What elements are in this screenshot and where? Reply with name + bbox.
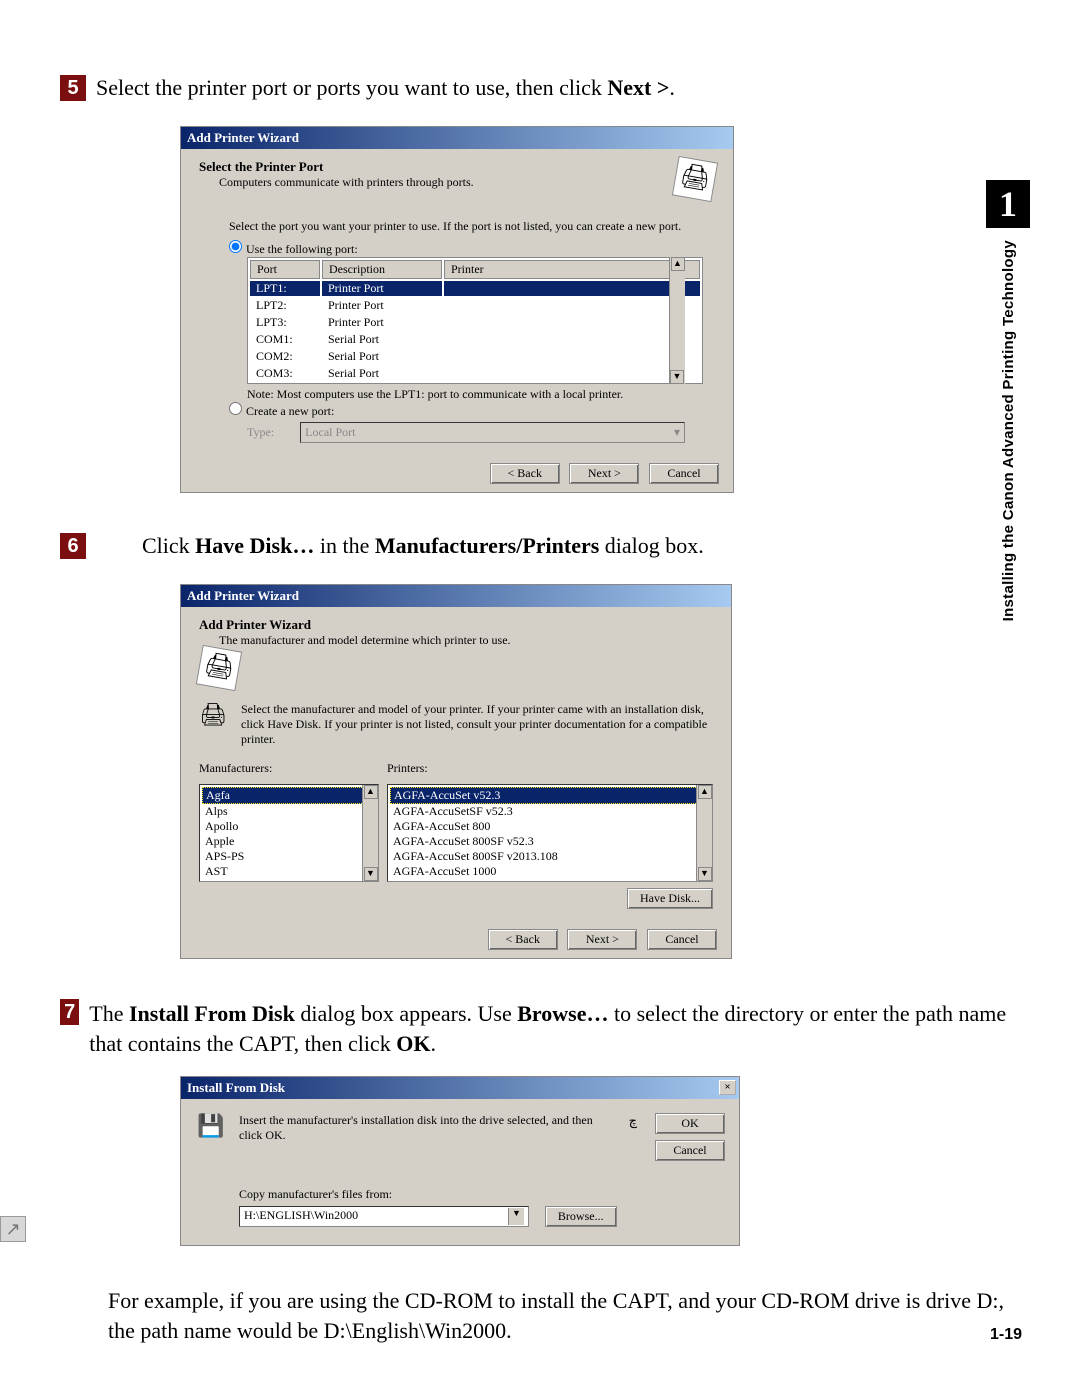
step-number-6: 6	[60, 533, 86, 559]
col-printer: Printer	[444, 260, 700, 279]
list-item[interactable]: AGFA-AccuSet 1000	[390, 864, 710, 879]
type-label: Type:	[247, 425, 274, 440]
dialog-title: Add Printer Wizard	[181, 585, 731, 607]
list-item[interactable]: Apple	[202, 834, 376, 849]
list-item[interactable]: Alps	[202, 804, 376, 819]
port-row[interactable]: COM2:Serial Port	[250, 349, 700, 364]
scroll-down-icon[interactable]: ▼	[670, 370, 684, 384]
printer-icon: 🖨	[672, 156, 718, 202]
port-type-select: Local Port▾	[300, 422, 685, 443]
printers-label: Printers:	[387, 761, 428, 776]
step5-instruction: Select the printer port or ports you wan…	[96, 75, 675, 101]
create-new-port-radio[interactable]: Create a new port:	[229, 404, 334, 418]
cancel-button[interactable]: Cancel	[649, 463, 719, 484]
scrollbar[interactable]: ▲ ▼	[669, 257, 685, 384]
chevron-down-icon[interactable]: ▼	[508, 1208, 524, 1225]
dialog-header: Select the Printer Port	[199, 159, 667, 175]
port-row[interactable]: COM3:Serial Port	[250, 366, 700, 381]
ok-button[interactable]: OK	[655, 1113, 725, 1134]
step-number-5: 5	[60, 75, 86, 101]
use-following-port-radio[interactable]: Use the following port:	[229, 242, 358, 256]
copy-from-label: Copy manufacturer's files from:	[239, 1187, 617, 1202]
col-description: Description	[322, 260, 442, 279]
port-table[interactable]: Port Description Printer LPT1:Printer Po…	[247, 257, 703, 384]
cancel-button[interactable]: Cancel	[655, 1140, 725, 1161]
next-button[interactable]: Next >	[569, 463, 639, 484]
scroll-up-icon[interactable]: ▲	[364, 785, 378, 799]
scrollbar[interactable]: ▲▼	[362, 785, 378, 881]
browse-button[interactable]: Browse...	[545, 1206, 617, 1227]
list-item[interactable]: Agfa	[202, 787, 376, 804]
chapter-title: Installing the Canon Advanced Printing T…	[1000, 240, 1017, 621]
back-arrow-icon[interactable]: ↗	[0, 1216, 26, 1242]
chapter-number-badge: 1	[986, 180, 1030, 228]
path-input[interactable]: H:\ENGLISH\Win2000▼	[239, 1206, 529, 1227]
scroll-up-icon[interactable]: ▲	[671, 257, 685, 271]
col-port: Port	[250, 260, 320, 279]
back-button[interactable]: < Back	[490, 463, 560, 484]
close-button[interactable]: ×	[719, 1080, 736, 1095]
cancel-button[interactable]: Cancel	[647, 929, 717, 950]
step-number-7: 7	[60, 999, 79, 1025]
scroll-down-icon[interactable]: ▼	[698, 867, 712, 881]
chevron-down-icon: ▾	[674, 425, 680, 440]
floppy-icon: 💾	[195, 1113, 227, 1145]
scroll-up-icon[interactable]: ▲	[698, 785, 712, 799]
port-row[interactable]: COM1:Serial Port	[250, 332, 700, 347]
step6-instruction: Click Have Disk… in the Manufacturers/Pr…	[142, 533, 704, 559]
printer-icon: 🖨	[196, 645, 242, 691]
port-row[interactable]: LPT1:Printer Port	[250, 281, 700, 296]
scroll-down-icon[interactable]: ▼	[364, 867, 378, 881]
list-item[interactable]: AGFA-AccuSet 800SF v52.3	[390, 834, 710, 849]
list-item[interactable]: AT&T	[202, 879, 376, 882]
manufacturers-printers-dialog: Add Printer Wizard Add Printer Wizard Th…	[180, 584, 732, 959]
port-row[interactable]: LPT3:Printer Port	[250, 315, 700, 330]
install-disk-msg: Insert the manufacturer's installation d…	[239, 1113, 617, 1143]
scrollbar[interactable]: ▲▼	[696, 785, 712, 881]
manufacturers-list[interactable]: Agfa Alps Apollo Apple APS-PS AST AT&T ▲…	[199, 784, 379, 882]
dialog-subheader: The manufacturer and model determine whi…	[219, 633, 713, 648]
select-printer-port-dialog: Add Printer Wizard Select the Printer Po…	[180, 126, 734, 493]
list-item[interactable]: AGFA-AccuSetSF v52.3	[390, 804, 710, 819]
lpt1-note: Note: Most computers use the LPT1: port …	[247, 387, 685, 402]
back-button[interactable]: < Back	[488, 929, 558, 950]
list-item[interactable]: AGFA-AccuSet v52.3	[390, 787, 710, 804]
page-number: 1-19	[990, 1326, 1022, 1344]
list-item[interactable]: AGFA-AccuSet 1000SF v52.3	[390, 879, 710, 882]
list-item[interactable]: Apollo	[202, 819, 376, 834]
dialog-intro: Select the manufacturer and model of you…	[241, 702, 713, 747]
dialog-intro: Select the port you want your printer to…	[229, 219, 685, 234]
manufacturers-label: Manufacturers:	[199, 761, 379, 776]
dialog-title: Install From Disk	[181, 1077, 739, 1099]
step7-instruction: The Install From Disk dialog box appears…	[89, 999, 1030, 1058]
install-from-disk-dialog: Install From Disk × 💾 Insert the manufac…	[180, 1076, 740, 1246]
list-item[interactable]: APS-PS	[202, 849, 376, 864]
printers-list[interactable]: AGFA-AccuSet v52.3 AGFA-AccuSetSF v52.3 …	[387, 784, 713, 882]
dialog-title: Add Printer Wizard	[181, 127, 733, 149]
list-item[interactable]: AGFA-AccuSet 800SF v2013.108	[390, 849, 710, 864]
have-disk-button[interactable]: Have Disk...	[627, 888, 713, 909]
list-item[interactable]: AST	[202, 864, 376, 879]
disk-icon: 🖨	[199, 702, 231, 747]
port-row[interactable]: LPT2:Printer Port	[250, 298, 700, 313]
list-item[interactable]: AGFA-AccuSet 800	[390, 819, 710, 834]
footer-example-text: For example, if you are using the CD-ROM…	[108, 1286, 1030, 1345]
dialog-header: Add Printer Wizard	[199, 617, 713, 633]
next-button[interactable]: Next >	[567, 929, 637, 950]
dialog-subheader: Computers communicate with printers thro…	[219, 175, 667, 190]
